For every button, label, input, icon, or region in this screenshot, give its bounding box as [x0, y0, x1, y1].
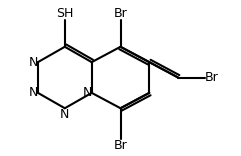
Text: N: N [28, 56, 38, 69]
Text: SH: SH [56, 7, 74, 20]
Text: Br: Br [114, 139, 127, 152]
Text: N: N [60, 108, 69, 121]
Text: Br: Br [114, 7, 127, 20]
Text: N: N [28, 86, 38, 99]
Text: Br: Br [205, 71, 219, 84]
Text: N: N [82, 86, 92, 99]
